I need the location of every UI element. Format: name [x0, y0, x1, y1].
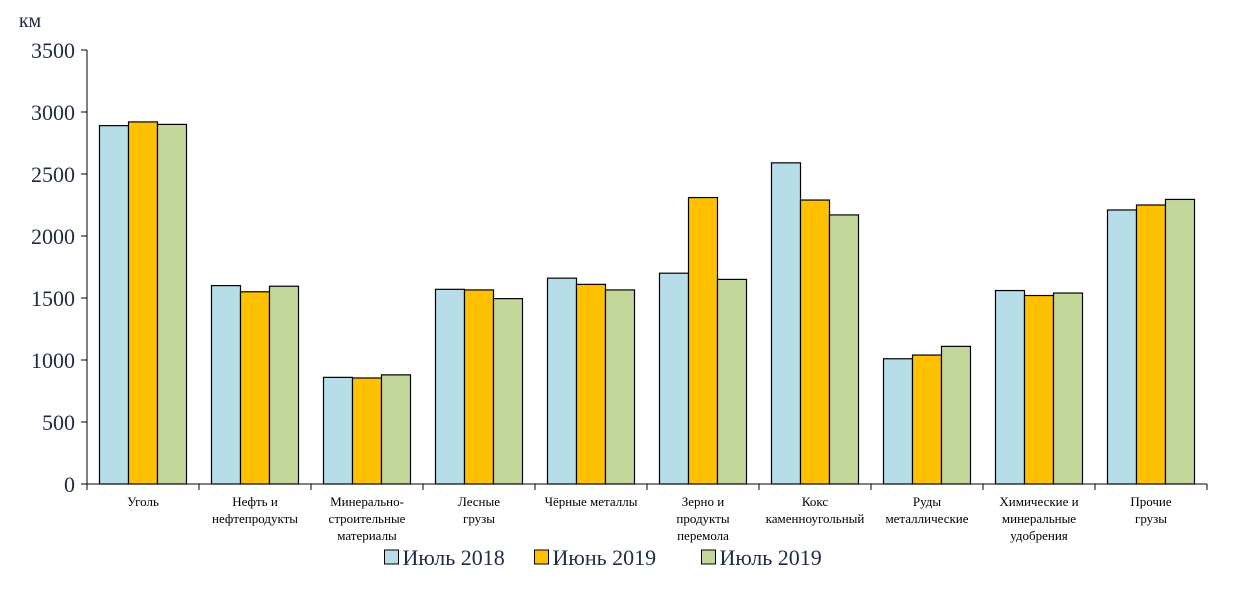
bar — [463, 289, 495, 485]
bar — [322, 376, 354, 485]
legend: Июль 2018 Июнь 2019 Июль 2019 — [384, 545, 822, 570]
bar — [380, 374, 412, 485]
bar — [911, 354, 943, 485]
bar — [687, 196, 719, 485]
bar — [210, 285, 242, 485]
bar — [351, 377, 383, 485]
bar — [1164, 198, 1196, 485]
bar — [575, 283, 607, 485]
legend-swatch — [534, 549, 549, 565]
x-category-label: Зерно и продукты перемола — [676, 494, 730, 543]
bars-group — [98, 121, 1196, 485]
y-axis: 0 500 1000 1500 2000 2500 3000 3500 — [31, 38, 88, 497]
x-category-label: Чёрные металлы — [545, 494, 638, 509]
bar — [828, 214, 860, 485]
y-tick-label: 3500 — [31, 38, 75, 63]
bar — [604, 289, 636, 485]
bar — [770, 162, 802, 485]
x-category-label: Минерально-строительные материалы — [329, 494, 406, 543]
y-unit-label: км — [19, 10, 42, 32]
y-tick-label: 2000 — [31, 224, 75, 249]
bar — [940, 345, 972, 485]
bar — [98, 125, 130, 485]
bar — [492, 298, 524, 485]
bar — [1052, 292, 1084, 485]
bar — [1106, 209, 1138, 485]
x-category-label: Руды металлические — [885, 494, 968, 526]
bar — [434, 288, 466, 485]
bar — [239, 291, 271, 485]
x-axis: Уголь Нефть и нефтепродукты Минерально-стро… — [86, 483, 1208, 543]
x-category-label: Кокс каменноугольный — [766, 494, 865, 526]
bar — [882, 358, 914, 485]
bar — [127, 121, 159, 485]
y-tick-label: 500 — [42, 410, 75, 435]
bar — [1023, 294, 1055, 485]
x-category-label: Прочие грузы — [1130, 494, 1172, 526]
bar — [994, 289, 1026, 485]
y-tick-label: 1000 — [31, 348, 75, 373]
x-category-label: Лесные грузы — [458, 494, 500, 526]
bar — [546, 277, 578, 485]
x-category-label: Химические и минеральные удобрения — [999, 494, 1078, 543]
bar — [716, 278, 748, 485]
x-category-label: Нефть и нефтепродукты — [212, 494, 298, 526]
legend-swatch — [384, 549, 399, 565]
legend-label: Июнь 2019 — [553, 545, 657, 570]
bar — [658, 272, 690, 485]
legend-swatch — [701, 549, 716, 565]
y-tick-label: 1500 — [31, 286, 75, 311]
y-tick-label: 2500 — [31, 162, 75, 187]
bar — [1135, 204, 1167, 485]
y-tick-label: 3000 — [31, 100, 75, 125]
x-category-label: Уголь — [127, 494, 159, 509]
bar — [156, 123, 188, 485]
bar — [268, 285, 300, 485]
y-tick-label: 0 — [64, 472, 75, 497]
bar — [799, 199, 831, 485]
legend-label: Июль 2018 — [403, 545, 505, 570]
legend-label: Июль 2019 — [720, 545, 822, 570]
